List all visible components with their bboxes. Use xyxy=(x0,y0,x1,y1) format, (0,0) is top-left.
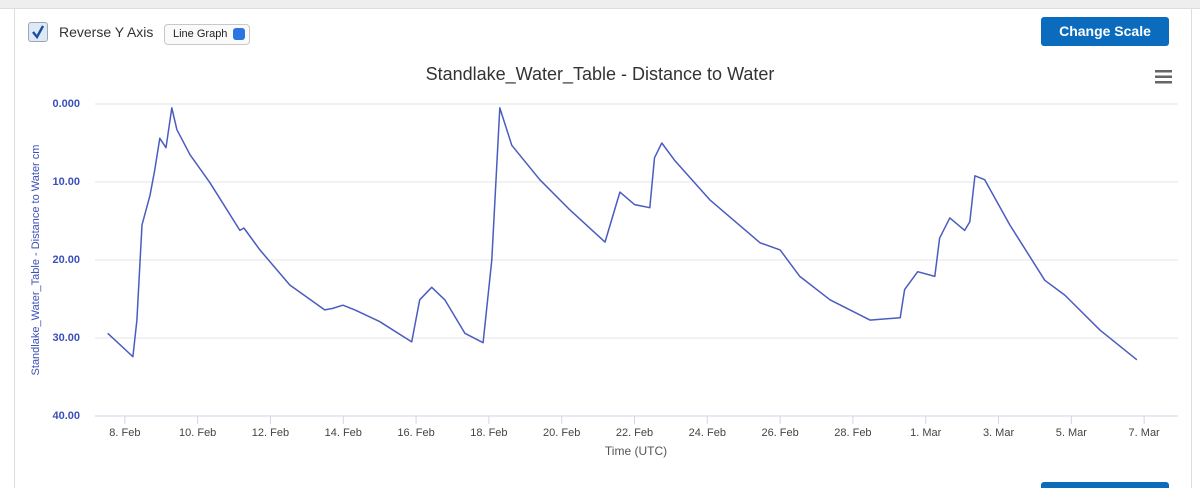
y-tick-label: 0.000 xyxy=(52,98,80,110)
check-mark xyxy=(32,25,45,40)
menu-bar xyxy=(1155,70,1172,73)
top-band xyxy=(0,0,1200,9)
x-tick-label: 7. Mar xyxy=(1129,427,1161,439)
y-tick-label: 40.00 xyxy=(52,410,80,422)
y-tick-label: 30.00 xyxy=(52,332,80,344)
checkbox[interactable] xyxy=(28,22,48,42)
graph-type-select[interactable]: Line Graph xyxy=(164,24,251,45)
y-axis-label: Standlake_Water_Table - Distance to Wate… xyxy=(30,145,42,376)
y-tick-label: 20.00 xyxy=(52,254,80,266)
x-tick-label: 1. Mar xyxy=(910,427,942,439)
menu-bar xyxy=(1155,75,1172,78)
x-tick-label: 8. Feb xyxy=(109,427,140,439)
x-tick-label: 3. Mar xyxy=(983,427,1015,439)
x-tick-label: 5. Mar xyxy=(1056,427,1088,439)
select-text: Line Graph xyxy=(173,28,228,40)
y-tick-label: 10.00 xyxy=(52,176,80,188)
chart-title: Standlake_Water_Table - Distance to Wate… xyxy=(426,64,775,85)
x-tick-label: 22. Feb xyxy=(616,427,653,439)
data-line xyxy=(107,107,1138,361)
x-tick-label: 20. Feb xyxy=(543,427,580,439)
x-tick-label: 10. Feb xyxy=(179,427,216,439)
x-tick-label: 16. Feb xyxy=(397,427,434,439)
change-scale-button[interactable]: Change Scale xyxy=(1041,17,1169,46)
button[interactable] xyxy=(1041,482,1169,488)
menu-bar xyxy=(1155,81,1172,84)
x-axis-label: Time (UTC) xyxy=(605,444,667,458)
menu-icon[interactable] xyxy=(1155,70,1172,84)
checkbox-label[interactable]: Reverse Y Axis xyxy=(59,24,154,40)
x-tick-label: 28. Feb xyxy=(834,427,871,439)
x-tick-label: 14. Feb xyxy=(325,427,362,439)
panel xyxy=(14,8,1192,488)
select-arrow xyxy=(233,28,246,40)
x-tick-label: 24. Feb xyxy=(689,427,726,439)
x-tick-label: 12. Feb xyxy=(252,427,289,439)
x-tick-label: 26. Feb xyxy=(761,427,798,439)
x-tick-label: 18. Feb xyxy=(470,427,507,439)
